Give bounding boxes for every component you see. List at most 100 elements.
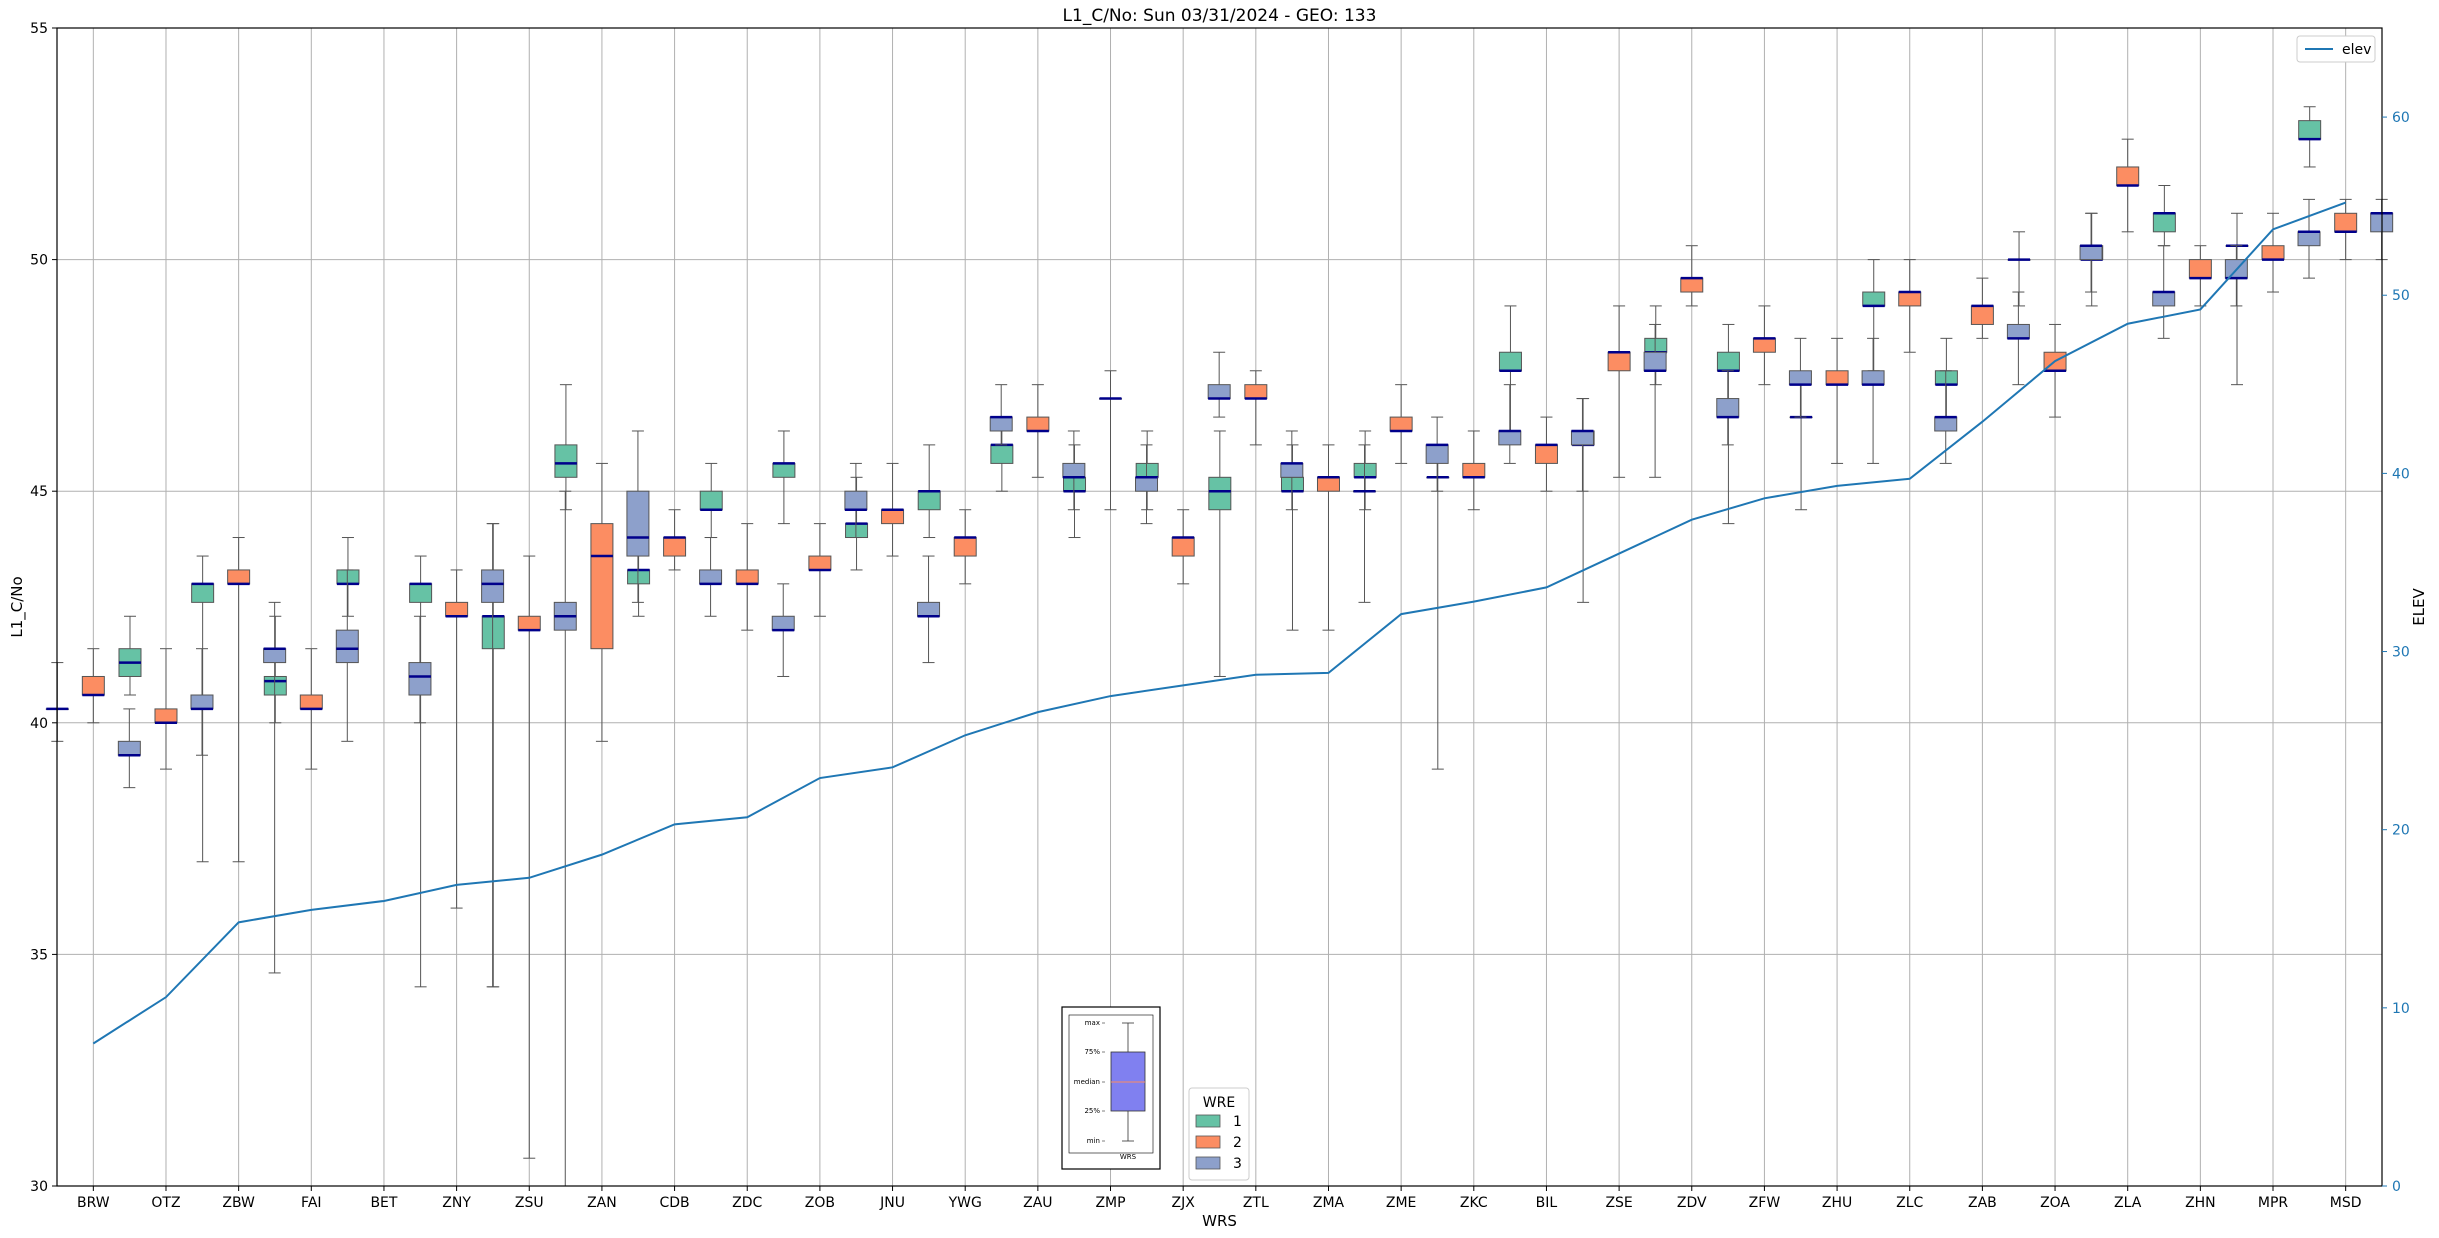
box-wre-2-zoa <box>2043 323 2067 418</box>
box-iqr <box>2006 323 2030 339</box>
box-iqr <box>481 615 505 650</box>
box-wre-2-cdb <box>663 509 687 571</box>
y-right-tick-label: 0 <box>2392 1179 2401 1195</box>
box-wre-1-zoa <box>2007 231 2031 307</box>
box-iqr <box>2152 212 2176 233</box>
box-wre-2-fai <box>299 648 323 770</box>
x-tick-label: MSD <box>2330 1195 2362 1211</box>
elevation-line <box>92 201 2347 1045</box>
box-wre-2-zma <box>1316 444 1340 631</box>
y-axis-ticks: 30 35 40 45 50 55 <box>30 21 57 1195</box>
y-right-tick-label: 30 <box>2392 645 2410 661</box>
box-wre-1-zse <box>1571 398 1595 603</box>
box-iqr <box>1135 476 1159 492</box>
legend-wre-title: WRE <box>1203 1095 1235 1111</box>
inset-label: max <box>1085 1019 1100 1027</box>
box-wre-1-msd <box>2298 106 2322 168</box>
box-wre-2-zkc <box>1462 430 1486 511</box>
x-tick-label: ZLC <box>1896 1195 1923 1211</box>
box-iqr <box>1644 337 1668 353</box>
x-tick-label: ZHN <box>2185 1195 2216 1211</box>
box-iqr <box>1063 476 1087 492</box>
box-iqr <box>409 583 433 603</box>
box-wre-2-zjx <box>1171 509 1195 585</box>
box-iqr <box>1498 351 1522 372</box>
box-wre-2-zhu <box>1825 337 1849 464</box>
box-wre-1-zfw <box>1716 323 1740 525</box>
box-wre-3-zla <box>2152 245 2176 339</box>
box-wre-1-fai <box>263 615 287 724</box>
box-wre-2-zan <box>590 462 614 742</box>
box-iqr <box>2079 245 2103 261</box>
legend-line-label: elev <box>2342 42 2371 58</box>
box-wre-1-zan <box>554 384 578 511</box>
box-wre-3-zjx <box>1207 351 1231 418</box>
box-iqr <box>1825 370 1849 386</box>
box-iqr <box>1716 351 1740 372</box>
box-iqr <box>263 675 287 696</box>
box-iqr <box>1534 444 1558 464</box>
box-iqr <box>1389 416 1413 432</box>
x-tick-label: FAI <box>301 1195 321 1211</box>
x-tick-label: JNU <box>879 1195 905 1211</box>
box-iqr <box>627 569 651 585</box>
box-iqr <box>1171 537 1195 557</box>
box-iqr <box>554 444 578 478</box>
x-tick-label: ZOB <box>805 1195 835 1211</box>
box-wre-3-zoa <box>2079 212 2103 293</box>
box-wre-1-zme <box>1353 430 1377 511</box>
box-wre-1-zjx <box>1135 430 1159 511</box>
y-axis-right-ticks: 0 10 20 30 40 50 60 <box>2382 110 2410 1195</box>
box-wre-3-ywg <box>989 384 1013 446</box>
box-iqr <box>1716 398 1740 418</box>
box-wre-3-zbw <box>263 601 287 974</box>
box-wre-3-zkc <box>1498 384 1522 464</box>
box-iqr <box>190 694 214 710</box>
box-wre-2-mpr <box>2261 212 2285 293</box>
box-iqr <box>81 675 105 696</box>
box-wre-3-zse <box>1643 323 1667 478</box>
box-iqr <box>590 523 614 650</box>
legend-wre-label: 2 <box>1233 1135 1242 1151</box>
box-wre-1-zbw <box>191 555 215 863</box>
box-wre-2-zla <box>2116 138 2140 233</box>
box-wre-1-zny <box>409 555 433 988</box>
box-wre-1-zhn <box>2152 184 2176 247</box>
x-tick-label: ZME <box>1386 1195 1417 1211</box>
box-iqr <box>517 615 541 631</box>
x-axis-ticks: BRW OTZ ZBW FAI BET ZNY ZSU ZAN CDB ZDC ZOB JNU YWG Z… <box>77 1186 2362 1211</box>
box-iqr <box>335 629 359 664</box>
box-iqr <box>881 509 905 525</box>
box-iqr <box>917 601 941 617</box>
legend-line: elev <box>2296 35 2376 63</box>
chart-title: L1_C/No: Sun 03/31/2024 - GEO: 133 <box>1063 6 1377 26</box>
inset-label: 25% <box>1084 1107 1100 1115</box>
x-tick-label: ZFW <box>1749 1195 1781 1211</box>
box-wre-1-ywg <box>917 444 941 539</box>
y-right-tick-label: 50 <box>2392 288 2410 304</box>
box-wre-3-bil <box>1570 398 1594 492</box>
legend-wre-label: 1 <box>1233 1114 1242 1130</box>
box-iqr <box>1207 384 1231 400</box>
box-iqr <box>227 569 251 585</box>
box-wre-2-zmp <box>1099 370 1123 511</box>
y-tick-label: 50 <box>30 253 48 269</box>
box-iqr <box>2261 245 2285 261</box>
box-iqr <box>1898 291 1922 307</box>
x-tick-label: CDB <box>659 1195 689 1211</box>
box-wre-2-zob <box>808 523 832 617</box>
box-iqr <box>1680 277 1704 293</box>
x-axis-label: WRS <box>1202 1212 1237 1230</box>
x-tick-label: ZOA <box>2040 1195 2070 1211</box>
box-wre-1-otz <box>118 615 142 696</box>
box-iqr <box>1607 351 1631 372</box>
box-iqr <box>663 537 687 557</box>
box-wre-2-zlc <box>1898 259 1922 353</box>
box-iqr <box>1316 476 1340 492</box>
box-iqr <box>1752 337 1776 353</box>
box-wre-2-zhn <box>2188 245 2212 307</box>
box-wre-2-zab <box>1970 277 1994 339</box>
box-wre-3-brw <box>117 708 141 789</box>
x-tick-label: BIL <box>1536 1195 1558 1211</box>
